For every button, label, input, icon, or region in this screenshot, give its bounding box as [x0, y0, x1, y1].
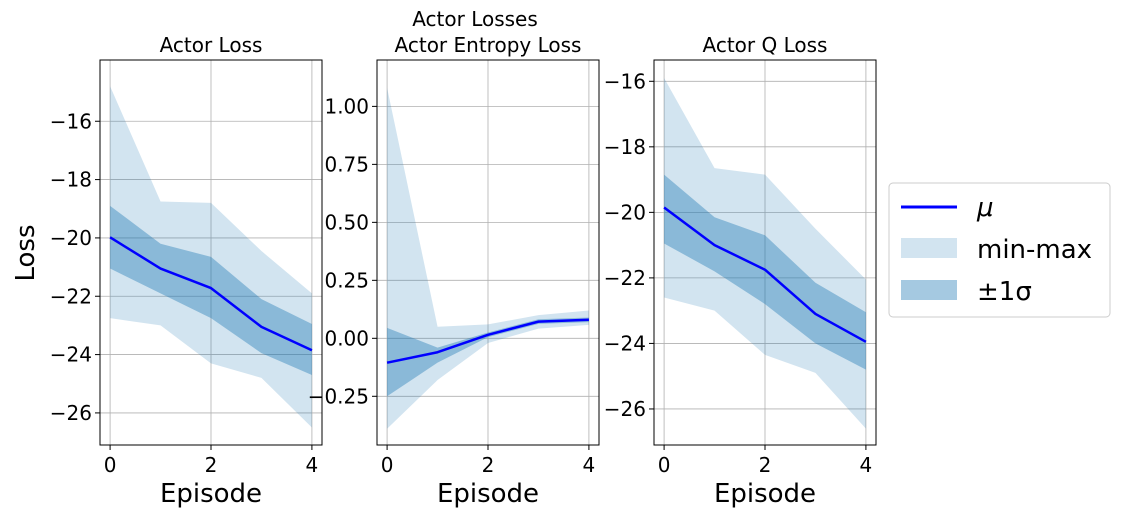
y-tick-label: −20 — [604, 200, 646, 224]
x-tick-label: 2 — [482, 453, 495, 477]
legend-frame — [888, 182, 1111, 318]
y-tick-label: −18 — [50, 168, 92, 192]
y-tick-label: −24 — [604, 331, 646, 355]
std-band — [664, 174, 866, 370]
minmax-band — [664, 78, 866, 429]
y-axis-label: Loss — [11, 224, 41, 281]
panel-title: Actor Loss — [160, 33, 263, 57]
x-tick-label: 4 — [306, 453, 319, 477]
x-tick-label: 2 — [205, 453, 218, 477]
panel-actor-q-loss: 0 2 4 −16 −18 −20 −22 −24 −26 Actor Q Loss Episode — [604, 33, 877, 509]
y-tick-label: −22 — [50, 284, 92, 308]
legend-minmax-swatch — [901, 238, 957, 258]
x-tick-label: 0 — [381, 453, 394, 477]
mean-line — [109, 236, 313, 352]
panel-title: Actor Q Loss — [703, 33, 828, 57]
std-band — [110, 205, 312, 375]
y-tick-label: −24 — [50, 343, 92, 367]
x-tick-label: 0 — [658, 453, 671, 477]
legend-std-label: ±1σ — [977, 277, 1032, 307]
y-tick-label: −26 — [604, 397, 646, 421]
y-tick-label: −16 — [50, 109, 92, 133]
y-tick-label: −0.25 — [308, 384, 369, 408]
panel-actor-entropy-loss: 0 2 4 1.00 0.75 0.50 0.25 0.00 −0.25 Actor Entrop… — [308, 33, 600, 509]
x-axis-label: Episode — [437, 479, 539, 509]
panel-actor-loss: 0 2 4 −16 −18 −20 −22 −24 −26 Actor Loss Episode — [50, 33, 323, 509]
mean-line — [663, 206, 867, 343]
legend-minmax-label: min-max — [977, 235, 1092, 265]
x-axis-label: Episode — [714, 479, 816, 509]
y-tick-label: −20 — [50, 226, 92, 250]
minmax-band — [110, 86, 312, 428]
x-tick-label: 2 — [759, 453, 772, 477]
x-tick-label: 4 — [860, 453, 873, 477]
y-tick-label: 1.00 — [324, 94, 369, 118]
x-tick-label: 4 — [583, 453, 596, 477]
y-tick-label: −18 — [604, 135, 646, 159]
std-band — [387, 317, 589, 397]
y-tick-label: 0.25 — [324, 268, 369, 292]
minmax-band — [387, 87, 589, 429]
panel-title: Actor Entropy Loss — [395, 33, 582, 57]
y-tick-label: −16 — [604, 69, 646, 93]
y-tick-label: −22 — [604, 266, 646, 290]
x-tick-label: 0 — [104, 453, 117, 477]
y-tick-label: 0.50 — [324, 210, 369, 234]
figure-suptitle: Actor Losses — [412, 7, 538, 31]
x-axis-label: Episode — [160, 479, 262, 509]
y-tick-label: 0.00 — [324, 326, 369, 350]
legend: μ min-max ±1σ — [888, 182, 1111, 318]
y-tick-label: −26 — [50, 401, 92, 425]
legend-mean-label: μ — [976, 193, 994, 223]
y-tick-label: 0.75 — [324, 152, 369, 176]
legend-std-swatch — [901, 280, 957, 300]
mean-line — [386, 318, 589, 364]
